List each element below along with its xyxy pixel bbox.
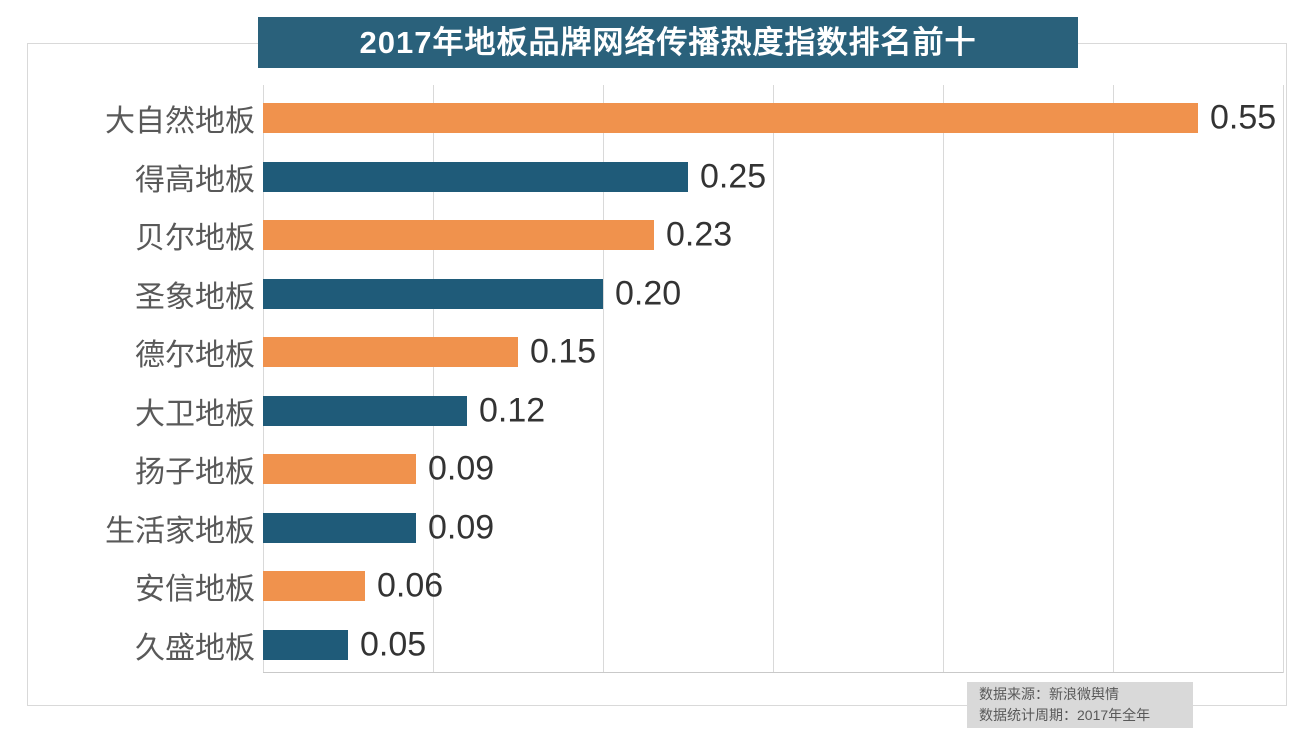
gridline bbox=[1113, 85, 1114, 673]
category-label: 久盛地板 bbox=[135, 632, 255, 665]
category-label: 得高地板 bbox=[135, 164, 255, 197]
value-label: 0.09 bbox=[428, 449, 495, 488]
chart-frame bbox=[27, 43, 1287, 706]
category-label: 贝尔地板 bbox=[135, 222, 255, 255]
chart-title: 2017年地板品牌网络传播热度指数排名前十 bbox=[258, 17, 1078, 68]
source-line-1: 数据来源：新浪微舆情 bbox=[979, 686, 1119, 702]
gridline bbox=[773, 85, 774, 673]
bar-row: 安信地板 0.06 bbox=[135, 567, 1283, 607]
category-label: 德尔地板 bbox=[135, 339, 255, 372]
bar-row: 大卫地板 0.12 bbox=[135, 392, 1283, 432]
gridline bbox=[603, 85, 604, 673]
bar bbox=[263, 279, 603, 309]
gridline bbox=[263, 85, 264, 673]
source-note: 数据来源：新浪微舆情 数据统计周期：2017年全年 bbox=[967, 682, 1193, 728]
value-label: 0.09 bbox=[428, 508, 495, 547]
bar-row: 圣象地板 0.20 bbox=[135, 275, 1283, 315]
gridline bbox=[433, 85, 434, 673]
gridline bbox=[1283, 85, 1284, 673]
bar bbox=[263, 337, 518, 367]
source-line-2: 数据统计周期：2017年全年 bbox=[979, 707, 1151, 723]
bar bbox=[263, 396, 467, 426]
bar bbox=[263, 454, 416, 484]
value-label: 0.12 bbox=[479, 391, 546, 430]
category-label: 大卫地板 bbox=[135, 398, 255, 431]
bar bbox=[263, 513, 416, 543]
category-label: 安信地板 bbox=[135, 573, 255, 606]
value-label: 0.06 bbox=[377, 566, 444, 605]
value-label: 0.23 bbox=[666, 215, 733, 254]
bar bbox=[263, 162, 688, 192]
value-label: 0.05 bbox=[360, 625, 427, 664]
bar-row: 久盛地板 0.05 bbox=[135, 626, 1283, 666]
category-label: 大自然地板 bbox=[105, 105, 255, 138]
bar-row: 生活家地板 0.09 bbox=[105, 509, 1283, 549]
bar bbox=[263, 103, 1198, 133]
value-label: 0.25 bbox=[700, 157, 767, 196]
category-label: 圣象地板 bbox=[135, 281, 255, 314]
bar bbox=[263, 220, 654, 250]
value-label: 0.20 bbox=[615, 274, 682, 313]
value-label: 0.55 bbox=[1210, 98, 1277, 137]
bar-row: 大自然地板 0.55 bbox=[105, 99, 1283, 139]
value-label: 0.15 bbox=[530, 332, 597, 371]
category-label: 生活家地板 bbox=[105, 515, 255, 548]
bar-row: 德尔地板 0.15 bbox=[135, 333, 1283, 373]
bar bbox=[263, 630, 348, 660]
bar bbox=[263, 571, 365, 601]
x-axis-baseline bbox=[263, 672, 1283, 673]
bar-row: 贝尔地板 0.23 bbox=[135, 216, 1283, 256]
bar-row: 扬子地板 0.09 bbox=[135, 450, 1283, 490]
gridline bbox=[943, 85, 944, 673]
bar-row: 得高地板 0.25 bbox=[135, 158, 1283, 198]
category-label: 扬子地板 bbox=[135, 456, 255, 489]
plot-area: 大自然地板 0.55 得高地板 0.25 贝尔地板 0.23 圣象地板 0.20 德尔地板 0.1… bbox=[105, 85, 1284, 673]
